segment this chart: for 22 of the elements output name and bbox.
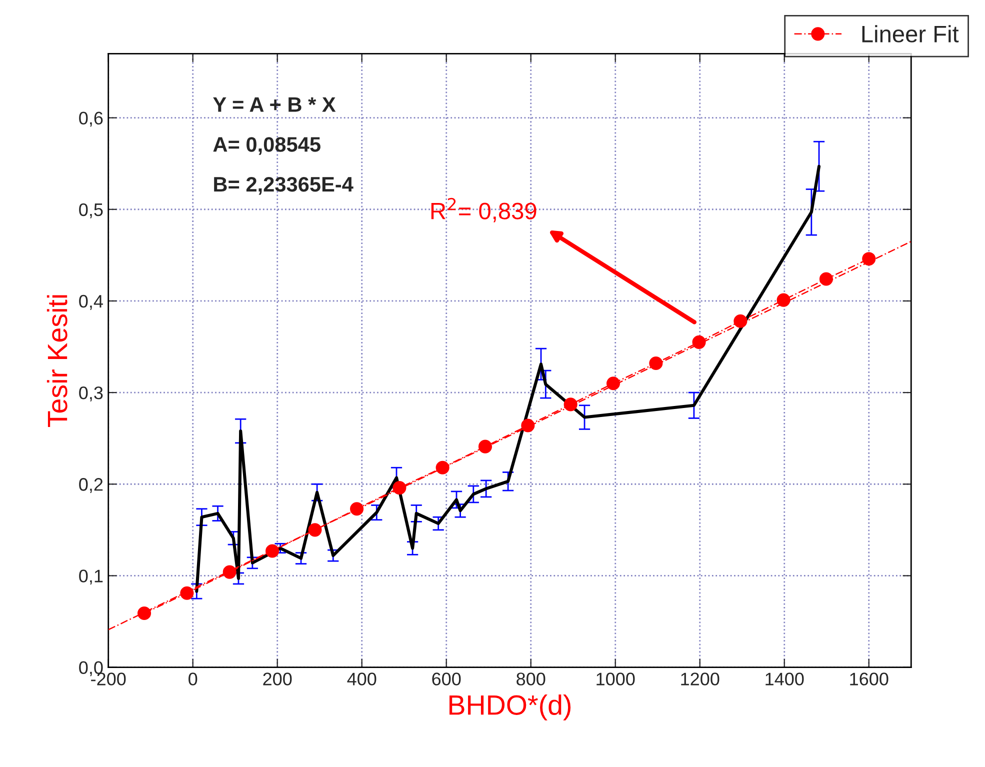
y-tick-label: 0,5 (79, 203, 103, 218)
x-tick-label: 800 (516, 672, 546, 686)
x-tick-label: 1400 (766, 672, 804, 686)
y-axis-title: Tesir Kesiti (46, 295, 68, 428)
y-tick-label: 0,4 (79, 294, 103, 310)
annotation: B= 2,23365E-4 (214, 176, 354, 195)
annotation: A= 0,08545 (213, 137, 320, 155)
x-tick-label: 1200 (681, 672, 720, 686)
legend-label: Lineer Fit (862, 25, 959, 42)
x-axis-title: BHDO*(d) (450, 694, 571, 720)
y-tick-label: 0,2 (79, 478, 103, 493)
x-tick-label: 600 (432, 672, 461, 686)
y-tick-label: 0,6 (79, 112, 103, 127)
annotation: R$^{2}$= 0,839 (431, 198, 536, 222)
y-tick-label: 0,1 (79, 570, 103, 585)
x-tick-label: 200 (263, 672, 292, 686)
x-tick-label: 1600 (850, 672, 888, 686)
annotation: Y = A + B * X (213, 97, 336, 112)
x-tick-label: 0 (188, 672, 198, 686)
x-tick-label: 400 (347, 672, 376, 686)
x-tick-label: 1000 (596, 672, 635, 686)
y-tick-label: 0,3 (79, 386, 103, 402)
